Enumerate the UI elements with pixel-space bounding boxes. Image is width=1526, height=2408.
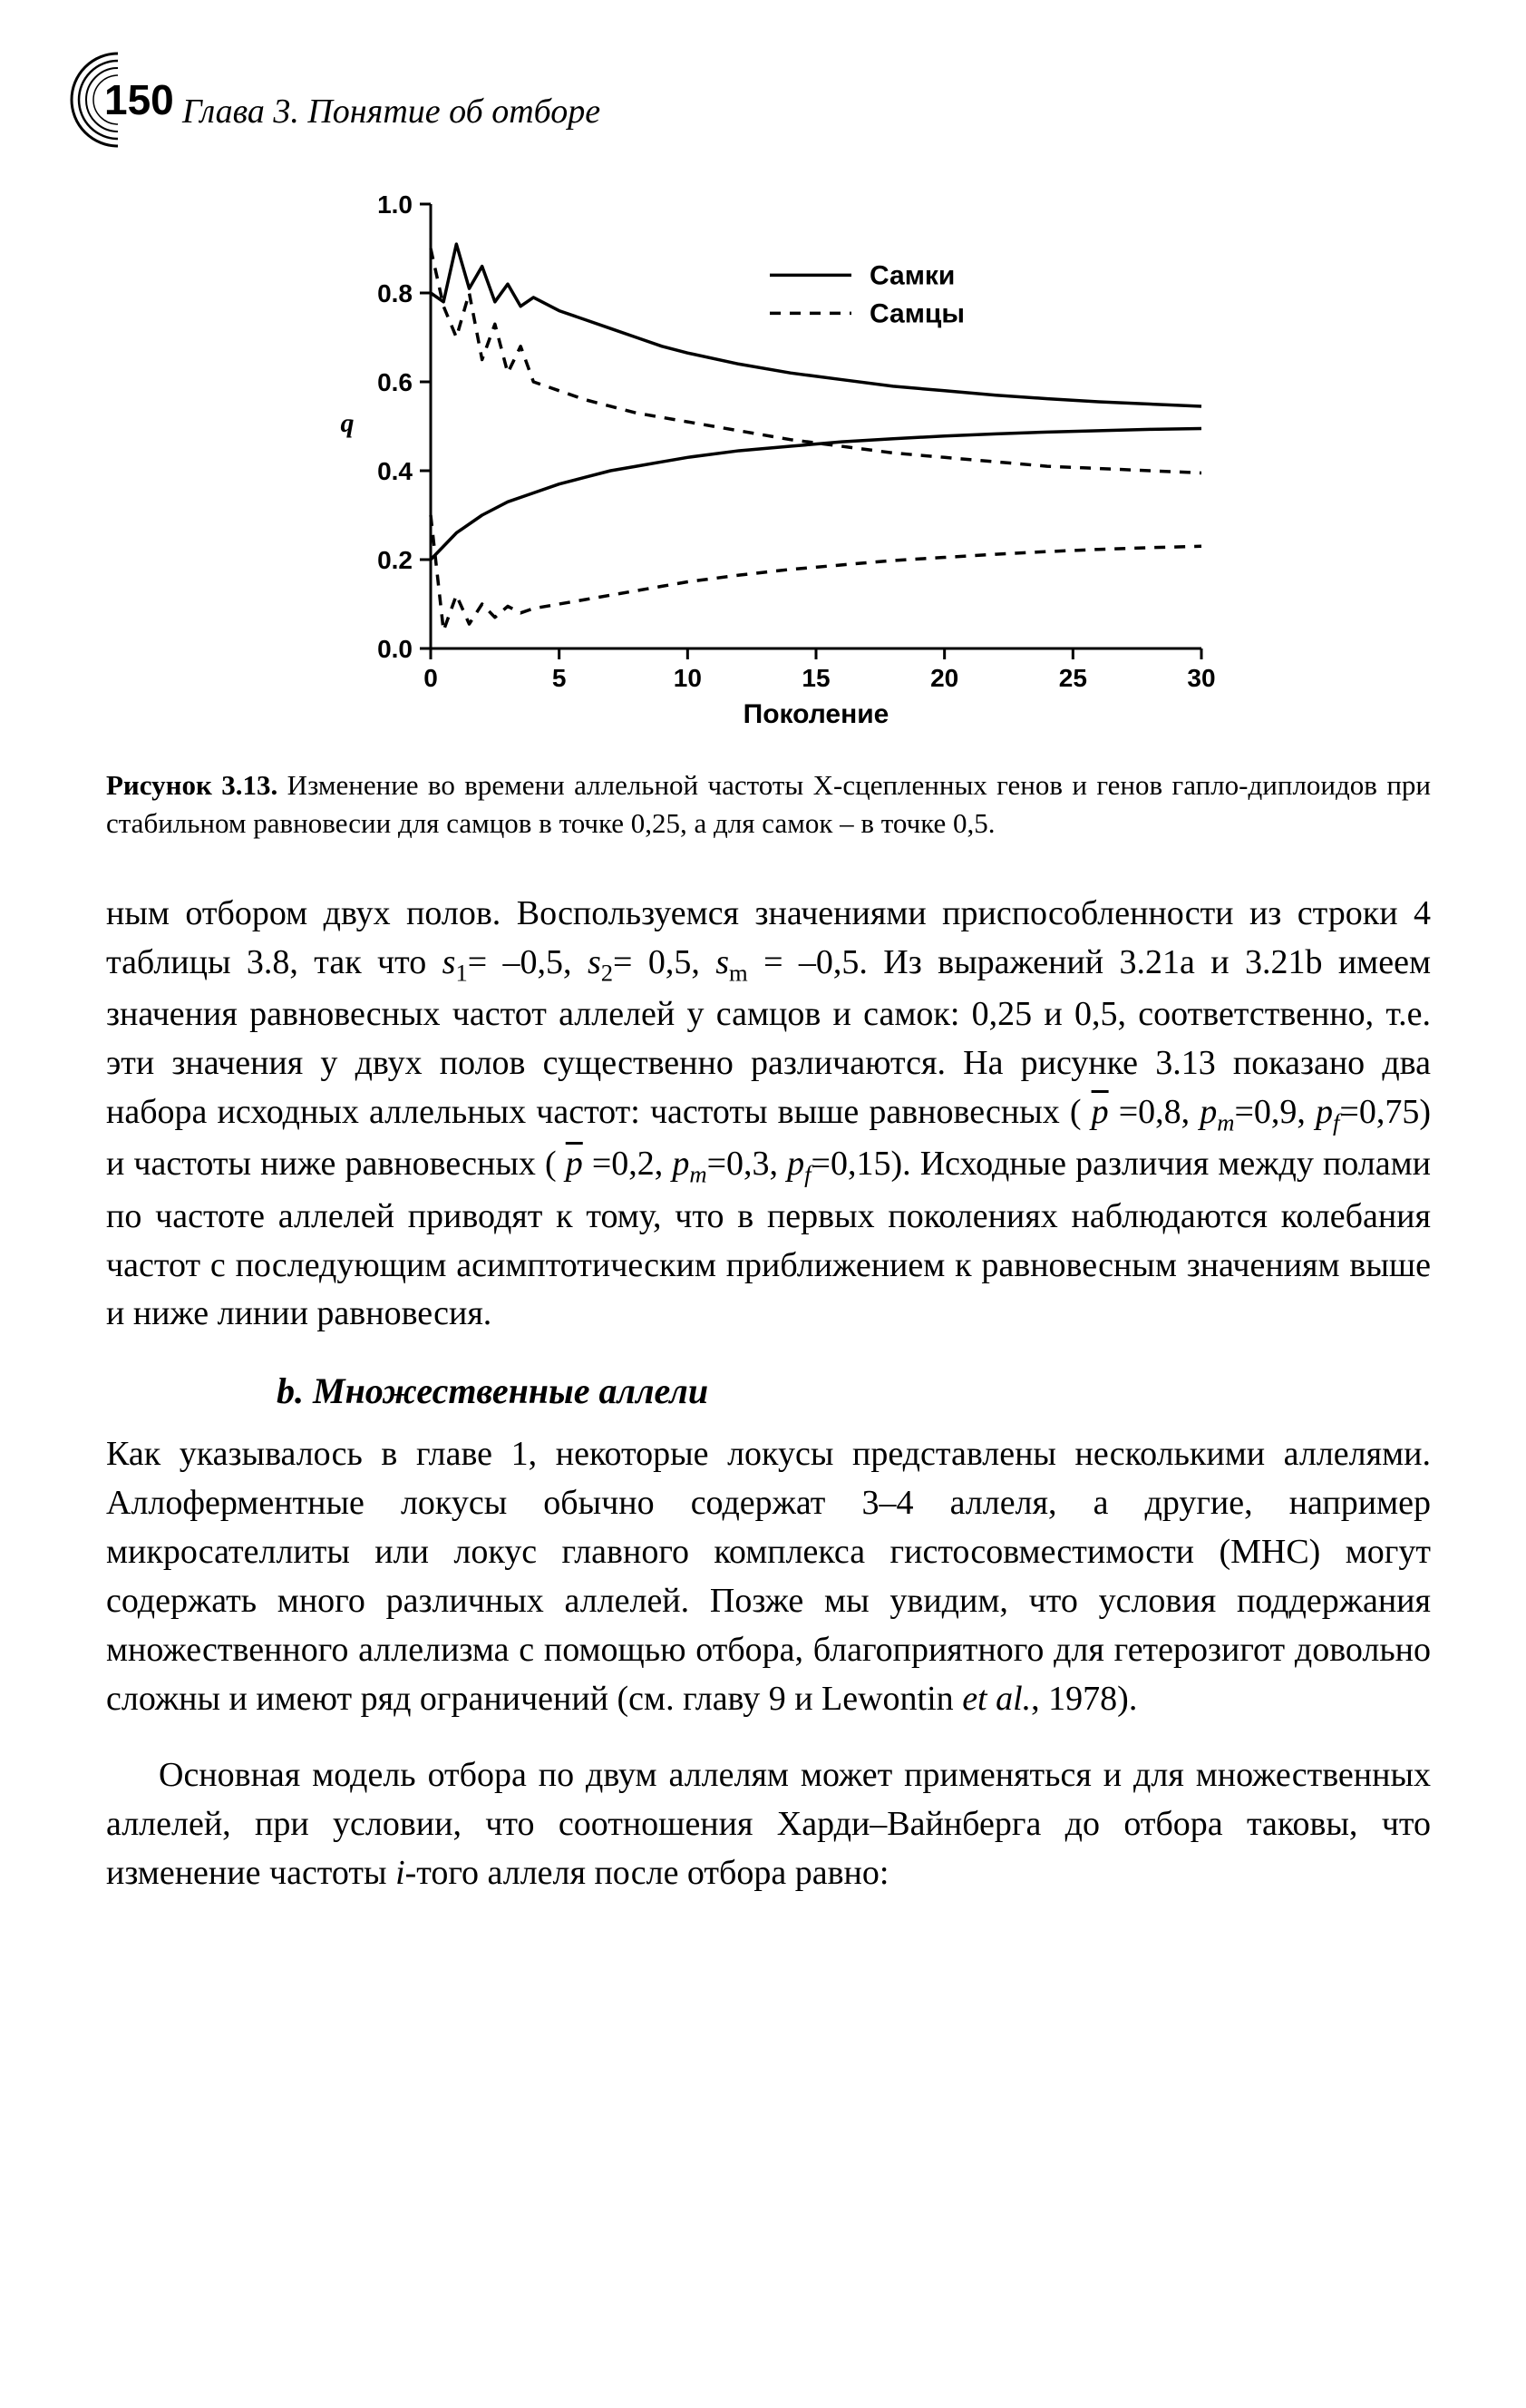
svg-text:5: 5 [552,664,567,692]
svg-text:0.4: 0.4 [377,457,413,485]
page-number-ornament: 150 [68,50,168,150]
subsection-heading: b. Множественные аллели [277,1370,1431,1412]
page-number: 150 [104,75,174,124]
caption-text: Изменение во времени аллельной частоты Х… [106,769,1431,839]
page-header: 150 Глава 3. Понятие об отборе [68,50,1431,150]
paragraph-2: Как указывалось в главе 1, некоторые лок… [106,1430,1431,1724]
svg-text:0.2: 0.2 [377,546,413,574]
svg-text:15: 15 [802,664,830,692]
svg-text:30: 30 [1187,664,1215,692]
svg-text:10: 10 [674,664,702,692]
svg-text:q: q [341,408,355,438]
chapter-title: Глава 3. Понятие об отборе [182,92,600,132]
svg-text:Самки: Самки [870,260,955,290]
svg-text:0.6: 0.6 [377,368,413,396]
svg-text:0.0: 0.0 [377,635,413,663]
paragraph-3: Основная модель отбора по двум аллелям м… [106,1751,1431,1898]
svg-text:0: 0 [423,664,438,692]
svg-text:20: 20 [930,664,958,692]
svg-text:Поколение: Поколение [744,699,889,729]
svg-text:Самцы: Самцы [870,298,965,328]
figure-caption: Рисунок 3.13. Изменение во времени аллел… [106,766,1431,843]
svg-text:25: 25 [1059,664,1087,692]
svg-text:1.0: 1.0 [377,190,413,219]
svg-text:0.8: 0.8 [377,279,413,307]
caption-label: Рисунок 3.13. [106,769,277,801]
paragraph-1: ным отбором двух полов. Воспользуемся зн… [106,890,1431,1340]
chart-svg: 0.0 0.2 0.4 0.6 0.8 1.0 0 5 10 15 20 25 30 Поколение q… [313,186,1220,730]
figure-chart: 0.0 0.2 0.4 0.6 0.8 1.0 0 5 10 15 20 25 30 Поколение q… [313,186,1431,730]
